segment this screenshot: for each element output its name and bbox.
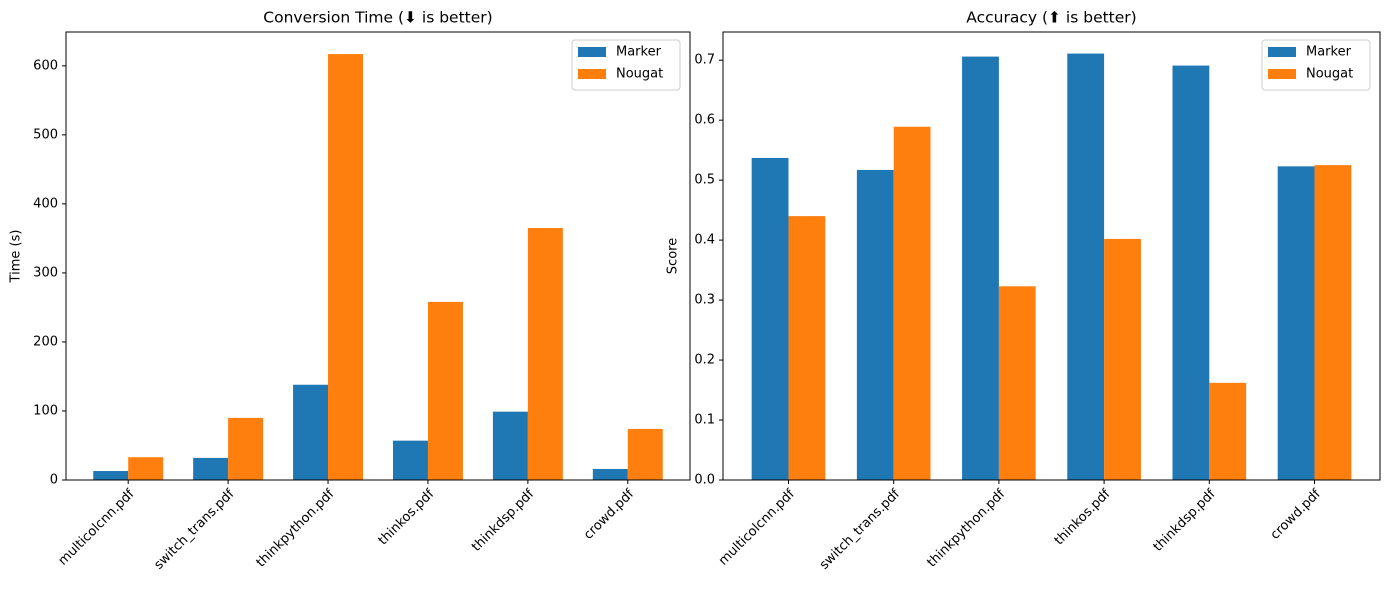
- bar: [293, 384, 329, 480]
- bar: [93, 471, 129, 480]
- bar: [1277, 166, 1315, 480]
- bar: [962, 56, 999, 481]
- legend-label: Marker: [616, 45, 662, 60]
- bar: [1104, 238, 1141, 480]
- bar: [193, 457, 229, 480]
- legend-swatch: [578, 47, 606, 57]
- y-axis-label: Time (s): [9, 230, 24, 284]
- x-tick-label: thinkdsp.pdf: [469, 486, 537, 554]
- bar: [228, 417, 264, 480]
- bar: [856, 169, 894, 480]
- legend-swatch: [1268, 47, 1296, 57]
- y-tick-label: 200: [33, 334, 58, 349]
- bar: [1067, 53, 1105, 480]
- y-tick-label: 0.3: [694, 293, 715, 308]
- bar: [893, 126, 931, 481]
- legend-label: Nougat: [616, 67, 663, 82]
- y-tick-label: 0.5: [694, 173, 715, 188]
- legend-swatch: [578, 69, 606, 79]
- bar: [527, 228, 563, 480]
- bar: [627, 428, 663, 480]
- chart-title: Accuracy (⬆ is better): [966, 9, 1136, 27]
- plot-frame: [65, 31, 691, 481]
- y-tick-label: 0.1: [694, 413, 715, 428]
- y-tick-label: 0.0: [694, 473, 715, 488]
- legend-label: Nougat: [1306, 67, 1353, 82]
- bar: [1314, 165, 1352, 480]
- y-tick-label: 400: [33, 196, 58, 211]
- bar: [492, 411, 528, 480]
- y-tick-label: 100: [33, 403, 58, 418]
- x-tick-label: multicolcnn.pdf: [716, 486, 798, 568]
- y-tick-label: 0.2: [694, 353, 715, 368]
- x-tick-label: crowd.pdf: [581, 486, 637, 542]
- y-tick-label: 0.4: [694, 233, 715, 248]
- x-tick-label: switch_trans.pdf: [817, 486, 903, 572]
- bar: [751, 157, 789, 480]
- bar: [392, 440, 428, 480]
- x-tick-label: thinkos.pdf: [1052, 486, 1114, 548]
- legend-label: Marker: [1306, 45, 1352, 60]
- x-tick-label: thinkos.pdf: [376, 486, 438, 548]
- y-tick-label: 500: [33, 127, 58, 142]
- y-tick-label: 300: [33, 265, 58, 280]
- legend-swatch: [1268, 69, 1296, 79]
- plot-frame: [722, 31, 1381, 481]
- bar: [788, 216, 826, 480]
- bar: [427, 301, 463, 480]
- x-tick-label: switch_trans.pdf: [151, 486, 237, 572]
- bar: [592, 468, 628, 480]
- x-tick-label: thinkdsp.pdf: [1151, 486, 1219, 554]
- y-tick-label: 600: [33, 58, 58, 73]
- bar: [998, 286, 1036, 480]
- x-tick-label: multicolcnn.pdf: [56, 486, 138, 568]
- y-tick-label: 0.7: [694, 53, 715, 68]
- chart-title: Conversion Time (⬇ is better): [263, 9, 492, 27]
- y-tick-label: 0: [50, 473, 58, 488]
- x-tick-label: crowd.pdf: [1268, 486, 1324, 542]
- y-tick-label: 0.6: [694, 113, 715, 128]
- x-tick-label: thinkpython.pdf: [254, 486, 338, 570]
- bar: [1209, 382, 1247, 480]
- bar: [1172, 65, 1210, 480]
- bar: [128, 457, 164, 480]
- bar: [328, 54, 364, 481]
- y-axis-label: Score: [666, 238, 681, 274]
- x-tick-label: thinkpython.pdf: [924, 486, 1008, 570]
